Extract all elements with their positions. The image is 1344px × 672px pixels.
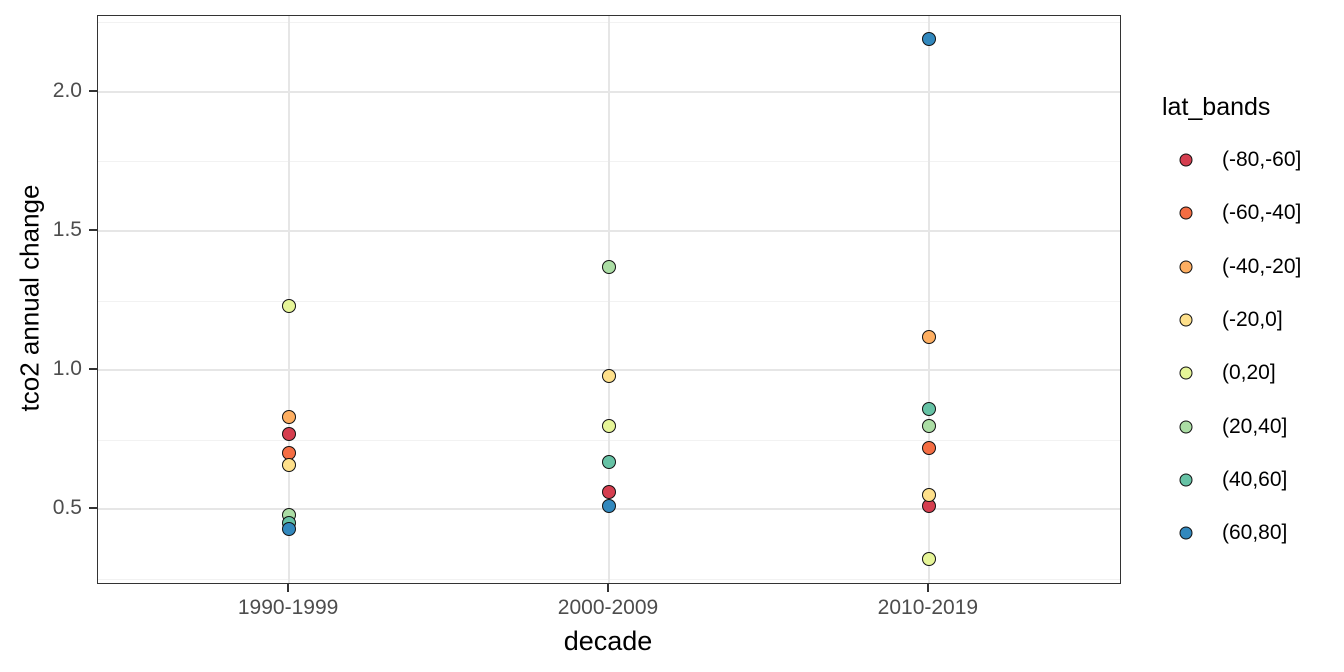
data-point bbox=[602, 418, 616, 433]
data-point bbox=[921, 32, 936, 47]
data-point bbox=[921, 488, 936, 503]
x-tick-label: 2000-2009 bbox=[557, 596, 659, 619]
legend-label: (0,20] bbox=[1222, 361, 1276, 385]
legend-swatch bbox=[1179, 420, 1193, 433]
legend-label: (-60,-40] bbox=[1222, 201, 1302, 225]
data-point bbox=[282, 521, 297, 536]
x-axis-title: decade bbox=[563, 626, 653, 656]
data-point bbox=[282, 299, 297, 313]
x-tick bbox=[926, 584, 929, 592]
y-tick-label: 2.0 bbox=[52, 78, 82, 102]
data-point bbox=[921, 401, 936, 416]
category-gridline bbox=[608, 16, 610, 583]
legend-swatch bbox=[1179, 206, 1193, 220]
data-point bbox=[282, 427, 297, 441]
legend-label: (-80,-60] bbox=[1222, 148, 1302, 171]
legend-swatch bbox=[1179, 366, 1193, 380]
data-point bbox=[282, 410, 297, 425]
category-gridline bbox=[927, 16, 930, 583]
legend-label: (-40,-20] bbox=[1222, 254, 1302, 278]
y-tick-label: 1.0 bbox=[52, 357, 82, 380]
legend-title: lat_bands bbox=[1162, 93, 1271, 121]
data-point bbox=[602, 499, 616, 514]
legend-swatch bbox=[1179, 526, 1193, 540]
data-point bbox=[921, 440, 936, 455]
y-axis-title: tco2 annual change bbox=[14, 184, 45, 412]
x-tick bbox=[607, 584, 609, 592]
legend-swatch bbox=[1179, 260, 1193, 274]
y-tick bbox=[89, 229, 97, 231]
data-point bbox=[921, 329, 936, 344]
x-tick bbox=[287, 584, 290, 592]
x-tick-label: 2010-2019 bbox=[877, 596, 979, 619]
legend-swatch bbox=[1179, 153, 1193, 167]
x-tick-label: 1990-1999 bbox=[237, 596, 339, 619]
y-tick bbox=[89, 507, 97, 509]
legend-label: (-20,0] bbox=[1222, 307, 1283, 331]
y-tick-label: 1.5 bbox=[52, 218, 82, 241]
legend-label: (40,60] bbox=[1222, 467, 1288, 491]
plot-panel bbox=[97, 15, 1121, 584]
y-tick bbox=[89, 368, 97, 370]
legend-swatch bbox=[1179, 473, 1193, 487]
legend-label: (20,40] bbox=[1222, 414, 1288, 438]
data-point bbox=[921, 418, 936, 433]
legend-swatch bbox=[1179, 313, 1193, 327]
y-tick bbox=[89, 89, 97, 92]
data-point bbox=[602, 485, 616, 500]
data-point bbox=[602, 454, 616, 469]
data-point bbox=[602, 368, 616, 383]
legend-label: (60,80] bbox=[1222, 521, 1288, 545]
y-tick-label: 0.5 bbox=[52, 496, 82, 519]
data-point bbox=[602, 260, 616, 275]
data-point bbox=[921, 552, 936, 567]
data-point bbox=[282, 457, 297, 472]
